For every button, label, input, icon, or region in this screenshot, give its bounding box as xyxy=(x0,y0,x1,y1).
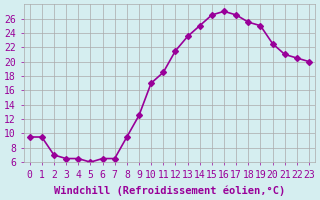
X-axis label: Windchill (Refroidissement éolien,°C): Windchill (Refroidissement éolien,°C) xyxy=(54,185,285,196)
